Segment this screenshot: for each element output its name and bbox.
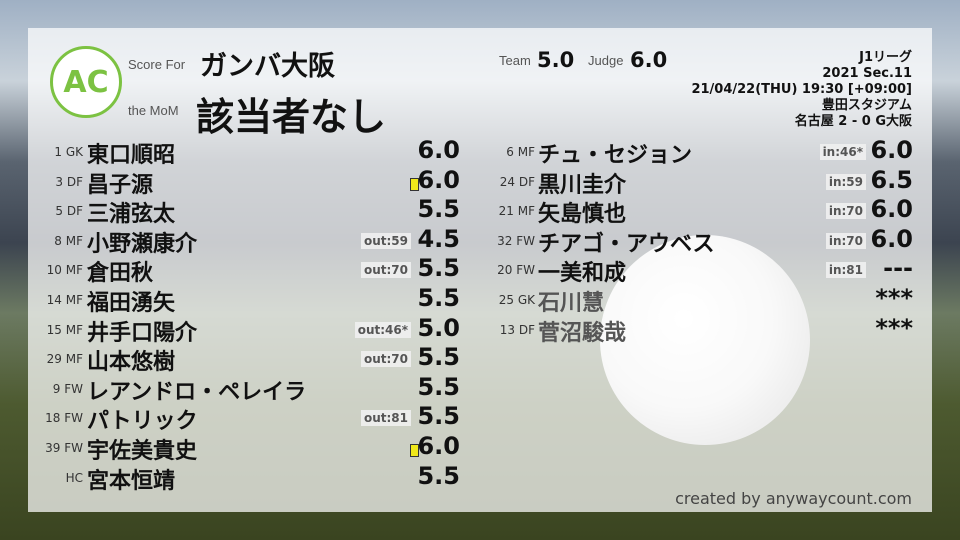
anywaycount-logo: AC <box>50 46 122 118</box>
substitution-badge: out:70 <box>360 262 411 279</box>
player-score: 6.0 <box>870 224 913 253</box>
player-number-position: 18 FW <box>45 411 83 426</box>
player-score: 6.5 <box>870 165 913 194</box>
score-panel <box>28 28 932 512</box>
team-name: ガンバ大阪 <box>200 51 335 82</box>
player-score: 5.5 <box>417 461 460 490</box>
player-number-position: 15 MF <box>46 322 83 337</box>
league: J1リーグ <box>859 50 912 65</box>
player-number-position: 39 FW <box>45 441 83 455</box>
player-score: 6.0 <box>870 195 913 224</box>
player-score: 6.0 <box>870 136 913 164</box>
player-number-position: 20 FW <box>497 263 535 278</box>
player-number-position: 29 MF <box>46 352 83 367</box>
substitution-badge: in:46* <box>819 144 866 160</box>
season: 2021 Sec.11 <box>822 66 912 81</box>
substitution-badge: out:46* <box>354 321 411 338</box>
venue: 豊田スタジアム <box>821 98 912 113</box>
logo-text: AC <box>63 64 109 100</box>
player-number-position: 6 MF <box>506 145 535 159</box>
player-name: 宇佐美貴史 <box>87 439 198 464</box>
player-number-position: 24 DF <box>499 174 535 189</box>
player-name: 昌子源 <box>87 172 154 198</box>
substitution-badge: out:70 <box>360 351 411 368</box>
player-score: 6.0 <box>417 432 460 460</box>
player-number-position: 9 FW <box>52 381 83 396</box>
player-score: *** <box>875 284 913 312</box>
yellow-card-icon <box>410 177 419 191</box>
player-number-position: 13 DF <box>499 322 535 337</box>
substitution-badge: out:81 <box>360 410 411 427</box>
player-number-position: 25 GK <box>498 293 535 307</box>
player-name: 一美和成 <box>538 261 627 287</box>
player-number-position: 32 FW <box>497 233 535 248</box>
mom-label: the MoM <box>128 103 179 118</box>
player-name: チュ・セジョン <box>538 143 693 168</box>
credit: created by anywaycount.com <box>675 489 912 508</box>
player-score: 6.0 <box>417 136 460 164</box>
player-name: 東口順昭 <box>87 143 176 168</box>
substitution-badge: in:81 <box>825 262 866 279</box>
player-name: 石川慧 <box>538 291 605 316</box>
player-name: 山本悠樹 <box>87 350 176 376</box>
player-number-position: HC <box>65 470 83 485</box>
player-score: 6.0 <box>417 165 460 194</box>
score-for-label: Score For <box>128 57 186 72</box>
player-score: 5.5 <box>417 195 460 224</box>
player-number-position: 8 MF <box>54 233 83 248</box>
player-name: 三浦弦太 <box>87 202 176 228</box>
mom-value: 該当者なし <box>196 95 387 139</box>
player-name: 矢島慎也 <box>538 202 627 228</box>
player-name: 井手口陽介 <box>87 320 198 346</box>
player-number-position: 5 DF <box>55 204 83 219</box>
player-number-position: 3 DF <box>55 174 83 189</box>
player-score: 5.0 <box>417 313 460 342</box>
player-number-position: 21 MF <box>498 204 535 219</box>
player-score: --- <box>883 254 913 283</box>
player-name: パトリック <box>87 409 198 435</box>
team-score-label: Team <box>499 53 531 68</box>
player-name: 黒川圭介 <box>538 172 627 198</box>
result: 名古屋 2 - 0 G大阪 <box>794 114 912 129</box>
player-score: 5.5 <box>417 254 460 283</box>
match-info: J1リーグ 2021 Sec.11 21/04/22(THU) 19:30 [+… <box>691 50 912 130</box>
player-name: 菅沼駿哉 <box>538 320 627 346</box>
player-name: 宮本恒靖 <box>87 468 176 494</box>
datetime: 21/04/22(THU) 19:30 [+09:00] <box>691 82 912 97</box>
substitution-badge: in:70 <box>825 203 866 220</box>
substitution-badge: in:70 <box>825 232 866 249</box>
team-score: 5.0 <box>537 48 575 72</box>
player-number-position: 14 MF <box>46 293 83 307</box>
player-score: 5.5 <box>417 284 460 312</box>
yellow-card-icon <box>410 444 419 457</box>
player-name: レアンドロ・ペレイラ <box>87 379 307 405</box>
player-score: 5.5 <box>417 402 460 431</box>
substitution-badge: out:59 <box>360 232 411 249</box>
player-name: 福田湧矢 <box>87 291 176 316</box>
player-score: 4.5 <box>417 224 460 253</box>
player-score: 5.5 <box>417 343 460 372</box>
substitution-badge: in:59 <box>825 173 866 190</box>
player-number-position: 1 GK <box>54 145 83 159</box>
player-name: チアゴ・アウベス <box>538 231 715 257</box>
player-name: 小野瀬康介 <box>87 231 198 257</box>
player-score: 5.5 <box>417 372 460 401</box>
player-score: *** <box>875 313 913 342</box>
player-name: 倉田秋 <box>87 261 154 287</box>
player-number-position: 10 MF <box>46 263 83 278</box>
judge-score: 6.0 <box>630 48 668 72</box>
judge-score-label: Judge <box>588 53 624 68</box>
